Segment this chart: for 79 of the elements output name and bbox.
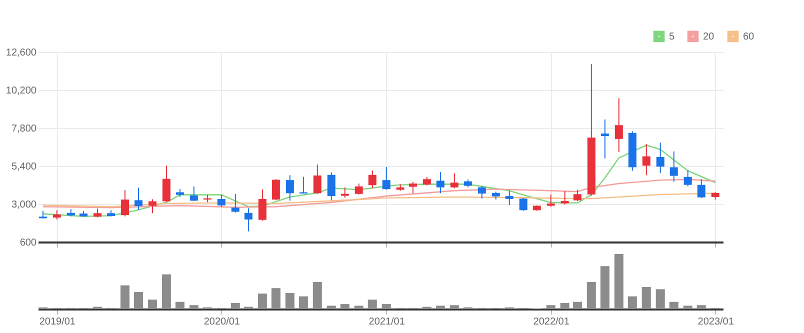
- candlestick: [190, 186, 198, 202]
- bar: [120, 285, 130, 309]
- bar: [572, 302, 582, 309]
- bar: [614, 254, 624, 309]
- legend-label: 20: [703, 31, 715, 42]
- y-tick-label: 10,200: [6, 86, 37, 96]
- bar: [683, 306, 692, 309]
- candlestick: [52, 210, 61, 220]
- bar: [696, 305, 706, 309]
- bar: [642, 287, 651, 309]
- bar: [271, 288, 280, 309]
- candlestick: [560, 190, 569, 205]
- y-tick-label: 5,400: [11, 162, 37, 172]
- bar: [669, 302, 678, 309]
- bar: [285, 293, 294, 309]
- bar: [340, 304, 350, 309]
- candlestick: [244, 208, 252, 232]
- bar: [148, 300, 157, 309]
- bar: [656, 289, 665, 309]
- candlestick: [478, 185, 486, 200]
- x-tick-label: 2020/01: [204, 316, 240, 328]
- candlestick: [286, 174, 294, 202]
- bar: [162, 274, 171, 309]
- candlestick: [272, 178, 280, 201]
- candlestick: [231, 193, 240, 214]
- bar: [600, 266, 610, 309]
- candlestick: [656, 142, 664, 174]
- y-tick-label: 600: [20, 238, 37, 248]
- bar: [436, 306, 445, 309]
- bar: [586, 282, 596, 309]
- candlestick: [546, 194, 555, 208]
- legend-label: 60: [743, 31, 755, 42]
- candlestick: [382, 166, 390, 190]
- candlestick: [614, 98, 623, 153]
- legend-label: 5: [669, 31, 675, 42]
- bar: [298, 296, 308, 309]
- candlestick: [505, 190, 514, 206]
- bar: [382, 304, 391, 309]
- bar: [312, 282, 322, 309]
- x-tick-label: 2019/01: [39, 316, 76, 328]
- candlestick: [642, 144, 650, 176]
- candlestick: [148, 198, 156, 214]
- candlestick: [519, 197, 528, 212]
- candlestick: [600, 118, 609, 160]
- candlestick: [134, 187, 142, 210]
- candlestick: [354, 183, 363, 195]
- y-tick-label: 3,000: [11, 200, 37, 210]
- bar: [230, 302, 240, 309]
- candlestick: [327, 172, 336, 201]
- candlestick: [450, 172, 458, 189]
- y-tick-label: 12,600: [6, 48, 37, 58]
- candlestick: [217, 194, 226, 208]
- y-tick-label: 7,800: [11, 124, 37, 134]
- x-tick-label: 2021/01: [368, 316, 406, 328]
- candlestick: [697, 178, 706, 198]
- bar: [368, 300, 377, 309]
- bar: [189, 305, 198, 309]
- x-tick-label: 2023/01: [698, 316, 734, 328]
- bar: [628, 296, 637, 309]
- bar: [326, 306, 336, 309]
- bar: [175, 302, 184, 309]
- candlestick: [408, 181, 417, 194]
- candlestick: [313, 164, 322, 194]
- bar: [450, 305, 459, 309]
- candlestick: [340, 186, 349, 198]
- candlestick: [684, 170, 692, 187]
- candlestick: [670, 150, 678, 182]
- bar: [354, 306, 364, 309]
- candlestick: [573, 189, 582, 202]
- candlestick: [436, 172, 444, 194]
- candlestick: [368, 170, 376, 189]
- candlestick: [162, 165, 170, 202]
- candlestick: [120, 190, 129, 217]
- candlestick: [258, 188, 266, 222]
- bar: [134, 292, 143, 309]
- bar: [546, 305, 556, 309]
- x-tick-label: 2022/01: [533, 316, 570, 328]
- bar: [258, 294, 267, 309]
- bar: [560, 302, 570, 309]
